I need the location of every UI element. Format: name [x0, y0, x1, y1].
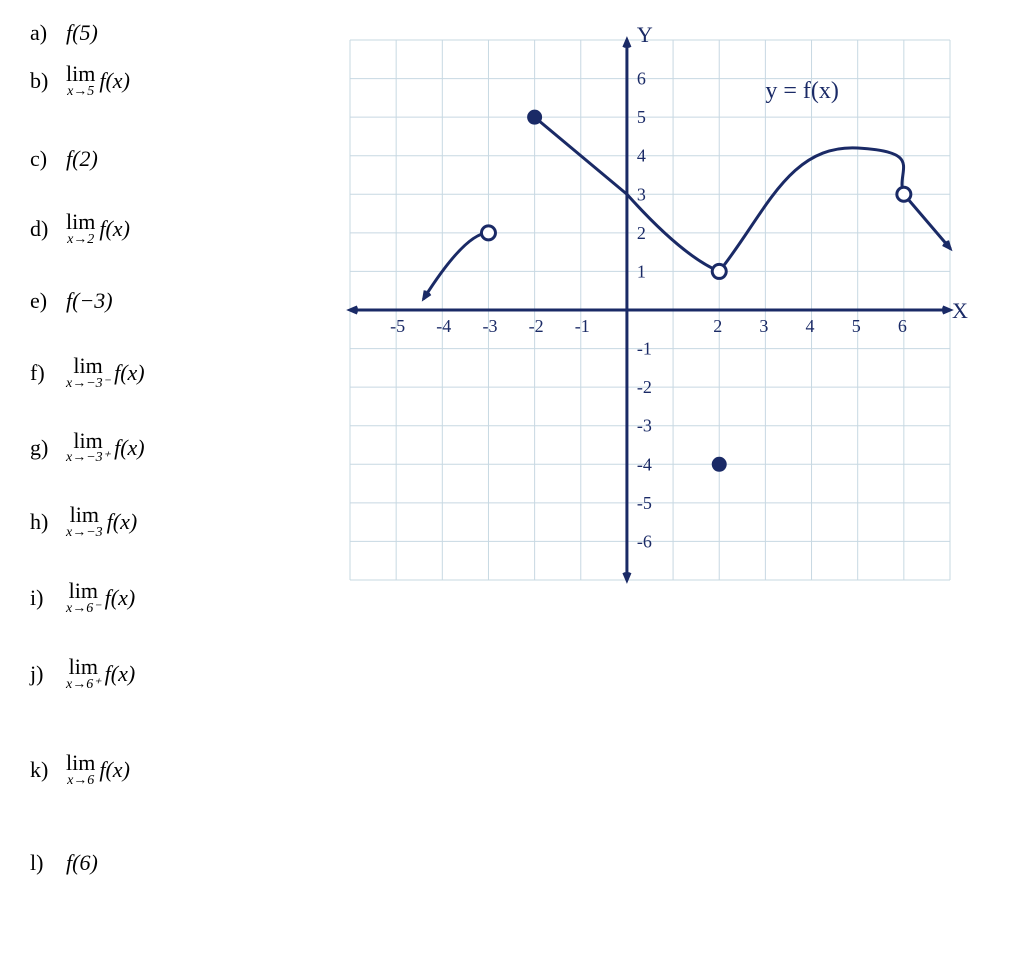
question-math: limx→6 f(x)	[66, 753, 130, 787]
question-list: a) f(5) b) limx→5 f(x) c) f(2) d) limx→2 f(x) e)…	[30, 20, 290, 918]
question-letter: g)	[30, 435, 52, 461]
svg-text:5: 5	[637, 107, 646, 127]
open-point	[897, 187, 911, 201]
open-point	[712, 264, 726, 278]
question-row: k) limx→6 f(x)	[30, 753, 290, 787]
question-letter: e)	[30, 288, 52, 314]
page-layout: a) f(5) b) limx→5 f(x) c) f(2) d) limx→2 f(x) e)…	[30, 20, 994, 918]
closed-point	[712, 457, 726, 471]
svg-text:4: 4	[637, 146, 646, 166]
question-row: a) f(5)	[30, 20, 290, 46]
svg-text:2: 2	[713, 316, 722, 336]
question-math: limx→−3⁺ f(x)	[66, 431, 145, 465]
svg-text:3: 3	[637, 184, 646, 204]
question-row: d) limx→2 f(x)	[30, 212, 290, 246]
question-math: f(2)	[66, 146, 98, 172]
question-math: f(6)	[66, 850, 98, 876]
question-row: j) limx→6⁺ f(x)	[30, 657, 290, 691]
svg-text:5: 5	[852, 316, 861, 336]
question-row: l) f(6)	[30, 850, 290, 876]
svg-text:6: 6	[898, 316, 907, 336]
question-letter: k)	[30, 757, 52, 783]
question-letter: i)	[30, 585, 52, 611]
question-math: f(−3)	[66, 288, 113, 314]
svg-text:-2: -2	[529, 316, 544, 336]
svg-text:4: 4	[806, 316, 815, 336]
question-letter: j)	[30, 661, 52, 687]
question-row: e) f(−3)	[30, 288, 290, 314]
question-math: limx→2 f(x)	[66, 212, 130, 246]
question-letter: d)	[30, 216, 52, 242]
graph-container: Y X -5 -4 -3 -2 -1 2 3 4 5 6 6 5 4 3 2 1 -1 -2 -3 -4 -5 -6 y = f…	[330, 20, 970, 600]
svg-text:-5: -5	[637, 493, 652, 513]
question-letter: b)	[30, 68, 52, 94]
question-math: limx→−3 f(x)	[66, 505, 137, 539]
closed-point	[528, 110, 542, 124]
question-math: limx→6⁻ f(x)	[66, 581, 135, 615]
svg-text:3: 3	[759, 316, 768, 336]
question-row: c) f(2)	[30, 146, 290, 172]
open-point	[481, 226, 495, 240]
question-row: f) limx→−3⁻ f(x)	[30, 356, 290, 390]
question-letter: c)	[30, 146, 52, 172]
question-row: b) limx→5 f(x)	[30, 64, 290, 98]
question-math: limx→−3⁻ f(x)	[66, 356, 145, 390]
svg-text:-6: -6	[637, 531, 652, 551]
svg-text:-5: -5	[390, 316, 405, 336]
function-label: y = f(x)	[765, 78, 839, 104]
question-letter: f)	[30, 360, 52, 386]
question-row: h) limx→−3 f(x)	[30, 505, 290, 539]
svg-text:-3: -3	[482, 316, 497, 336]
question-letter: a)	[30, 20, 52, 46]
svg-text:6: 6	[637, 69, 646, 89]
question-row: i) limx→6⁻ f(x)	[30, 581, 290, 615]
svg-text:-3: -3	[637, 416, 652, 436]
question-letter: h)	[30, 509, 52, 535]
svg-text:-2: -2	[637, 377, 652, 397]
svg-text:-4: -4	[637, 454, 652, 474]
question-letter: l)	[30, 850, 52, 876]
question-math: limx→5 f(x)	[66, 64, 130, 98]
svg-text:2: 2	[637, 223, 646, 243]
svg-text:-4: -4	[436, 316, 451, 336]
question-row: g) limx→−3⁺ f(x)	[30, 431, 290, 465]
x-axis-label: X	[952, 298, 968, 323]
function-graph: Y X -5 -4 -3 -2 -1 2 3 4 5 6 6 5 4 3 2 1 -1 -2 -3 -4 -5 -6 y = f…	[330, 20, 970, 600]
y-axis-label: Y	[637, 22, 653, 47]
svg-text:-1: -1	[575, 316, 590, 336]
svg-text:-1: -1	[637, 339, 652, 359]
question-math: f(5)	[66, 20, 98, 46]
svg-text:1: 1	[637, 261, 646, 281]
question-math: limx→6⁺ f(x)	[66, 657, 135, 691]
